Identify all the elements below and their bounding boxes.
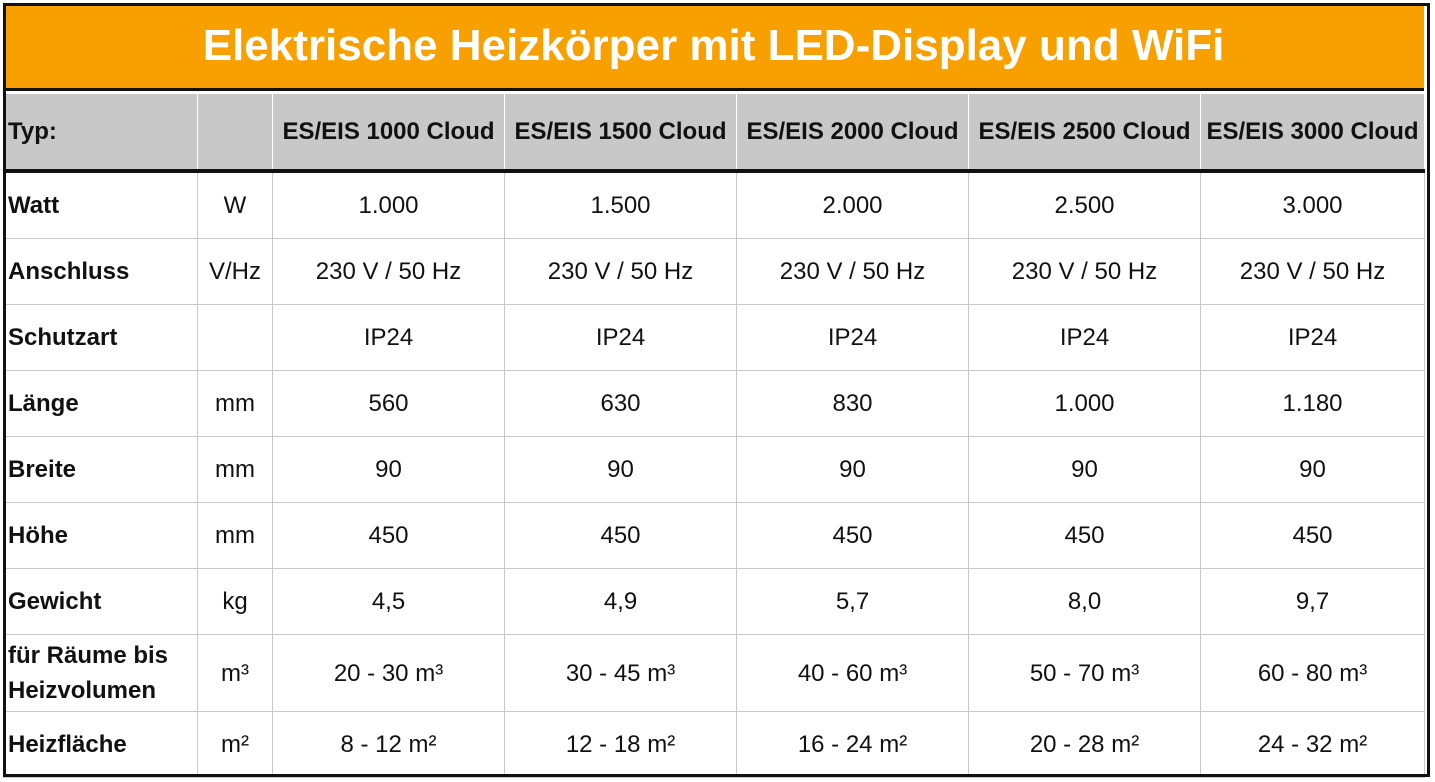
row-label: Anschluss: [3, 238, 198, 305]
row-label: Heizfläche: [3, 711, 198, 778]
row-label: Höhe: [3, 502, 198, 569]
cell: 450: [272, 502, 505, 569]
row-label: für Räume bis Heizvolumen: [3, 634, 198, 712]
table-row: Höhe mm 450 450 450 450 450: [3, 502, 1425, 569]
cell: 24 - 32 m²: [1200, 711, 1425, 778]
cell: IP24: [968, 304, 1201, 371]
cell: 230 V / 50 Hz: [272, 238, 505, 305]
row-label-line: Heizvolumen: [8, 677, 157, 704]
cell: 16 - 24 m²: [736, 711, 969, 778]
table-row: Länge mm 560 630 830 1.000 1.180: [3, 370, 1425, 437]
row-label: Gewicht: [3, 568, 198, 635]
cell: IP24: [1200, 304, 1425, 371]
cell: 230 V / 50 Hz: [968, 238, 1201, 305]
cell: 40 - 60 m³: [736, 634, 969, 712]
cell: 560: [272, 370, 505, 437]
cell: 1.000: [272, 170, 505, 239]
row-unit: m³: [197, 634, 273, 712]
row-unit: mm: [197, 370, 273, 437]
page-title: Elektrische Heizkörper mit LED-Display u…: [3, 3, 1424, 91]
header-model: ES/EIS 1000 Cloud: [272, 94, 505, 173]
row-unit: kg: [197, 568, 273, 635]
row-label: Breite: [3, 436, 198, 503]
cell: 12 - 18 m²: [504, 711, 737, 778]
cell: IP24: [736, 304, 969, 371]
cell: 4,9: [504, 568, 737, 635]
table-header-row: Typ: ES/EIS 1000 Cloud ES/EIS 1500 Cloud…: [3, 94, 1425, 173]
cell: 5,7: [736, 568, 969, 635]
row-unit: mm: [197, 502, 273, 569]
cell: 90: [272, 436, 505, 503]
header-unit: [197, 94, 273, 173]
cell: 50 - 70 m³: [968, 634, 1201, 712]
cell: IP24: [504, 304, 737, 371]
table-row: Gewicht kg 4,5 4,9 5,7 8,0 9,7: [3, 568, 1425, 635]
cell: 630: [504, 370, 737, 437]
header-model: ES/EIS 3000 Cloud: [1200, 94, 1425, 173]
cell: 1.000: [968, 370, 1201, 437]
header-typ: Typ:: [3, 94, 198, 173]
cell: 1.500: [504, 170, 737, 239]
table-row: Schutzart IP24 IP24 IP24 IP24 IP24: [3, 304, 1425, 371]
row-label: Länge: [3, 370, 198, 437]
table-row: Breite mm 90 90 90 90 90: [3, 436, 1425, 503]
cell: 90: [968, 436, 1201, 503]
cell: 60 - 80 m³: [1200, 634, 1425, 712]
header-model: ES/EIS 1500 Cloud: [504, 94, 737, 173]
cell: 230 V / 50 Hz: [736, 238, 969, 305]
table-row: für Räume bis Heizvolumen m³ 20 - 30 m³ …: [3, 634, 1425, 712]
cell: 2.000: [736, 170, 969, 239]
cell: 20 - 30 m³: [272, 634, 505, 712]
cell: 450: [1200, 502, 1425, 569]
cell: 9,7: [1200, 568, 1425, 635]
row-label-line: für Räume bis: [8, 642, 169, 669]
cell: 8 - 12 m²: [272, 711, 505, 778]
cell: 1.180: [1200, 370, 1425, 437]
table-row: Heizfläche m² 8 - 12 m² 12 - 18 m² 16 - …: [3, 711, 1425, 778]
header-model: ES/EIS 2000 Cloud: [736, 94, 969, 173]
cell: 30 - 45 m³: [504, 634, 737, 712]
row-unit: mm: [197, 436, 273, 503]
cell: 90: [1200, 436, 1425, 503]
header-model: ES/EIS 2500 Cloud: [968, 94, 1201, 173]
table-frame: [3, 3, 1430, 777]
spec-table: Typ: ES/EIS 1000 Cloud ES/EIS 1500 Cloud…: [3, 94, 1425, 778]
cell: 90: [736, 436, 969, 503]
table-row: Anschluss V/Hz 230 V / 50 Hz 230 V / 50 …: [3, 238, 1425, 305]
cell: 20 - 28 m²: [968, 711, 1201, 778]
